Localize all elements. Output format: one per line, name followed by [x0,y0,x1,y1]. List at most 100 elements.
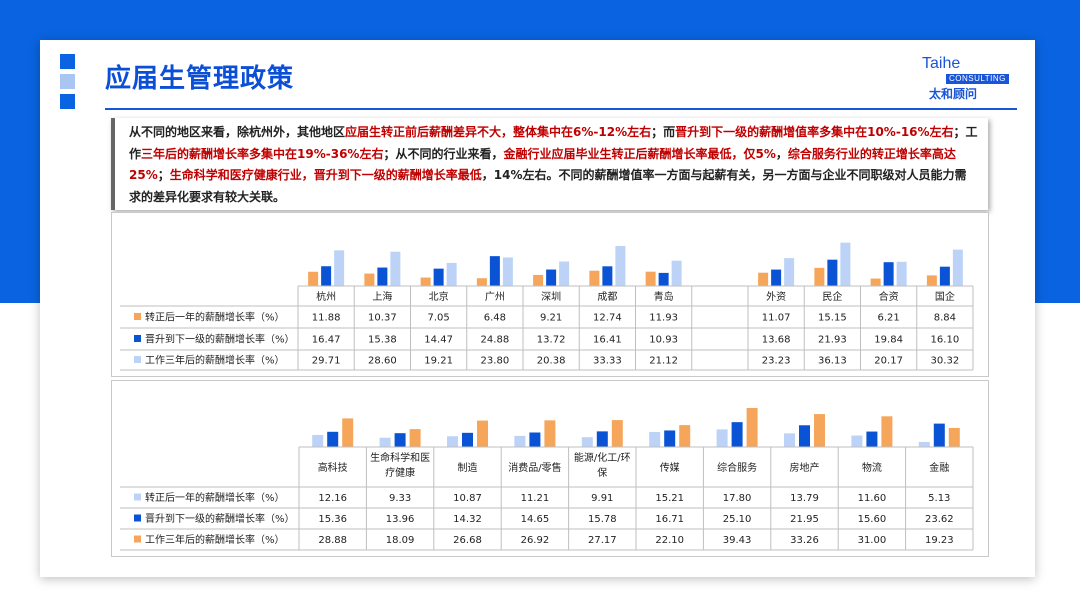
legend-label: 工作三年后的薪酬增长率（%） [145,533,285,546]
bar [870,278,881,286]
legend-swatch [134,313,141,320]
table-cell: 13.72 [537,335,566,346]
table-cell: 15.36 [318,514,347,525]
title-underline [105,108,1017,110]
category-label: 国企 [935,290,955,303]
bar [489,256,500,286]
bar [533,274,544,286]
category-label: 北京 [429,290,449,303]
bar [602,266,613,286]
bar [746,407,758,447]
table-cell: 31.00 [858,535,887,546]
bar [716,429,728,447]
bar [477,420,488,447]
summary-highlight: 金融行业应届毕业生转正后薪酬增长率最低，仅5% [503,146,776,161]
bar [948,427,960,447]
decor-square [60,54,75,69]
table-cell: 12.16 [318,493,347,504]
category-label: 传媒 [660,462,680,474]
table-cell: 20.17 [874,356,903,367]
page-title: 应届生管理政策 [105,64,295,94]
bar [926,275,937,286]
bar [394,433,406,447]
table-cell: 23.23 [762,356,791,367]
bar [589,270,600,286]
table-cell: 15.78 [588,514,617,525]
logo-chinese: 太和顾问 [929,87,978,101]
chart-panel-region-ownership: 杭州 上海 北京 广州 深圳 成都 青岛 外资 民企 合资 国企 转正后一年的薪酬增长率（%） 11.8… [111,212,989,377]
summary-segment: ；而 [651,125,676,139]
bar [581,437,593,447]
bar [799,425,810,447]
category-label: 综合服务 [717,461,757,474]
bar [814,267,825,286]
table-cell: 11.93 [649,313,678,324]
table-cell: 39.43 [723,535,752,546]
legend-swatch [134,535,141,543]
summary-segment: ， [775,146,788,161]
bar [883,262,894,286]
bar [559,261,570,286]
bar [814,414,825,447]
table-cell: 26.68 [453,535,482,546]
logo-subtext: CONSULTING [946,74,1009,84]
category-label: 民企 [822,290,842,303]
bar [679,425,691,447]
bar [334,250,345,286]
table-cell: 18.09 [386,535,415,546]
bar [615,246,626,286]
table-cell: 36.13 [818,356,847,367]
bar [409,429,421,447]
category-label: 能源/化工/环保 [574,451,631,479]
legend-label: 转正后一年的薪酬增长率（%） [145,491,285,504]
table-cell: 11.88 [312,313,341,324]
category-label: 房地产 [790,461,820,474]
category-label: 广州 [485,291,505,303]
table-cell: 15.38 [368,335,397,346]
legend-swatch [134,356,141,363]
summary-highlight: 综合服务行业的转正增长率高达25% [129,146,956,183]
summary-highlight: 生命科学和医疗健康行业，晋升到下一级的薪酬增长率最低 [169,168,482,182]
table-cell: 14.32 [453,514,482,525]
bar [649,431,661,447]
bar [433,268,444,286]
bar [658,272,669,286]
decor-square [60,94,75,109]
bar [671,260,682,286]
category-label: 青岛 [654,290,674,303]
category-label: 深圳 [541,291,561,303]
bar [364,273,375,286]
bar [342,418,354,447]
table-cell: 15.15 [818,313,847,324]
bar [827,259,838,286]
table-cell: 11.07 [762,313,791,324]
table-cell: 26.92 [521,535,550,546]
table-cell: 33.26 [790,535,819,546]
bar [939,266,950,286]
table-cell: 14.47 [424,335,453,346]
category-label: 合资 [879,290,899,303]
legend-swatch [134,493,141,501]
table-cell: 10.37 [368,313,397,324]
bar [645,271,656,286]
table-cell: 23.62 [925,514,954,525]
bar [544,420,556,447]
table-cell: 19.21 [424,356,453,367]
table-cell: 20.38 [537,356,566,367]
category-label: 上海 [372,290,392,303]
legend-label: 晋升到下一级的薪酬增长率（%） [145,512,295,525]
bar [447,436,458,447]
category-label: 高科技 [318,461,348,474]
bar [327,431,339,447]
bar [952,249,963,286]
table-cell: 25.10 [723,514,752,525]
table-cell: 24.88 [481,335,510,346]
summary-segment: ；工作 [129,125,978,161]
decor-square [60,74,75,89]
table-cell: 14.65 [521,514,550,525]
summary-text: 从不同的地区来看，除杭州外，其他地区应届生转正前后薪酬差异不大，整体集中在6%-… [111,118,988,210]
table-cell: 33.33 [593,356,622,367]
bar [784,433,795,447]
